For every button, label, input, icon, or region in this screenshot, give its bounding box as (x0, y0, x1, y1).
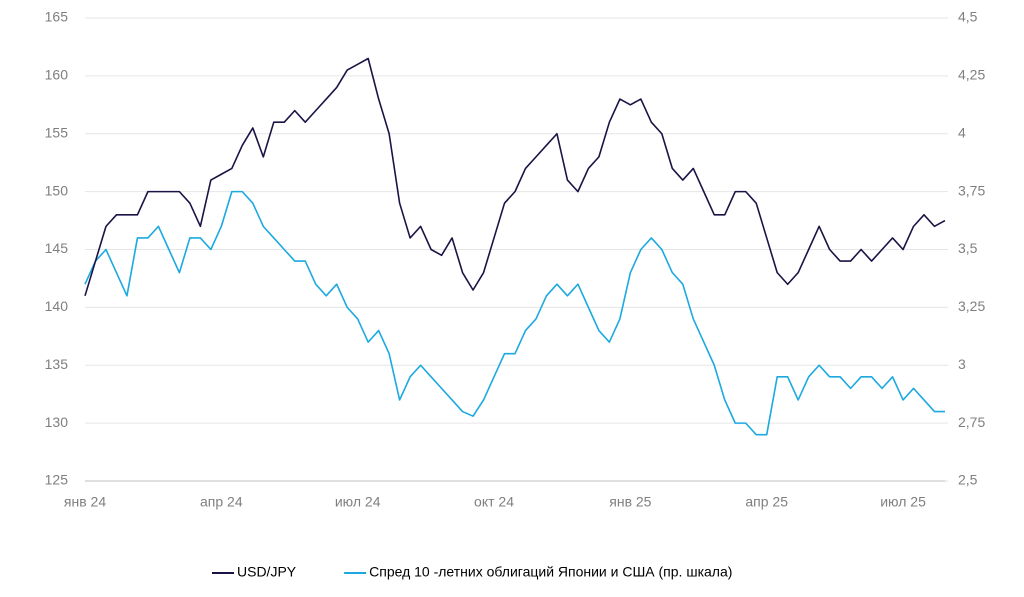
y-tick-label: 145 (45, 240, 69, 256)
x-tick-label: янв 25 (609, 494, 651, 510)
y-tick-label: 155 (45, 124, 69, 140)
x-tick-label: окт 24 (474, 494, 514, 510)
y-tick-label: 140 (45, 298, 69, 314)
y2-tick-label: 4 (958, 124, 966, 140)
x-tick-label: апр 25 (745, 494, 788, 510)
legend-label: USD/JPY (237, 564, 297, 580)
x-tick-label: янв 24 (64, 494, 106, 510)
y2-tick-label: 3,25 (958, 298, 985, 314)
y-tick-label: 150 (45, 182, 69, 198)
y2-tick-label: 3,75 (958, 182, 985, 198)
y2-tick-label: 2,5 (958, 472, 978, 488)
y-tick-label: 160 (45, 67, 69, 83)
series-line (84, 57, 946, 297)
x-tick-label: апр 24 (200, 494, 243, 510)
y2-tick-label: 3 (958, 356, 966, 372)
y2-tick-label: 2,75 (958, 414, 985, 430)
legend-label: Спред 10 -летних облигаций Японии и США … (369, 564, 732, 580)
y-tick-label: 165 (45, 9, 69, 25)
y2-tick-label: 3,5 (958, 240, 978, 256)
y2-tick-label: 4,25 (958, 67, 985, 83)
y-tick-label: 135 (45, 356, 69, 372)
y-tick-label: 125 (45, 472, 69, 488)
series-line (84, 190, 945, 436)
y-tick-label: 130 (45, 414, 69, 430)
y2-tick-label: 4,5 (958, 9, 978, 25)
x-tick-label: июл 25 (880, 494, 926, 510)
x-tick-label: июл 24 (335, 494, 381, 510)
